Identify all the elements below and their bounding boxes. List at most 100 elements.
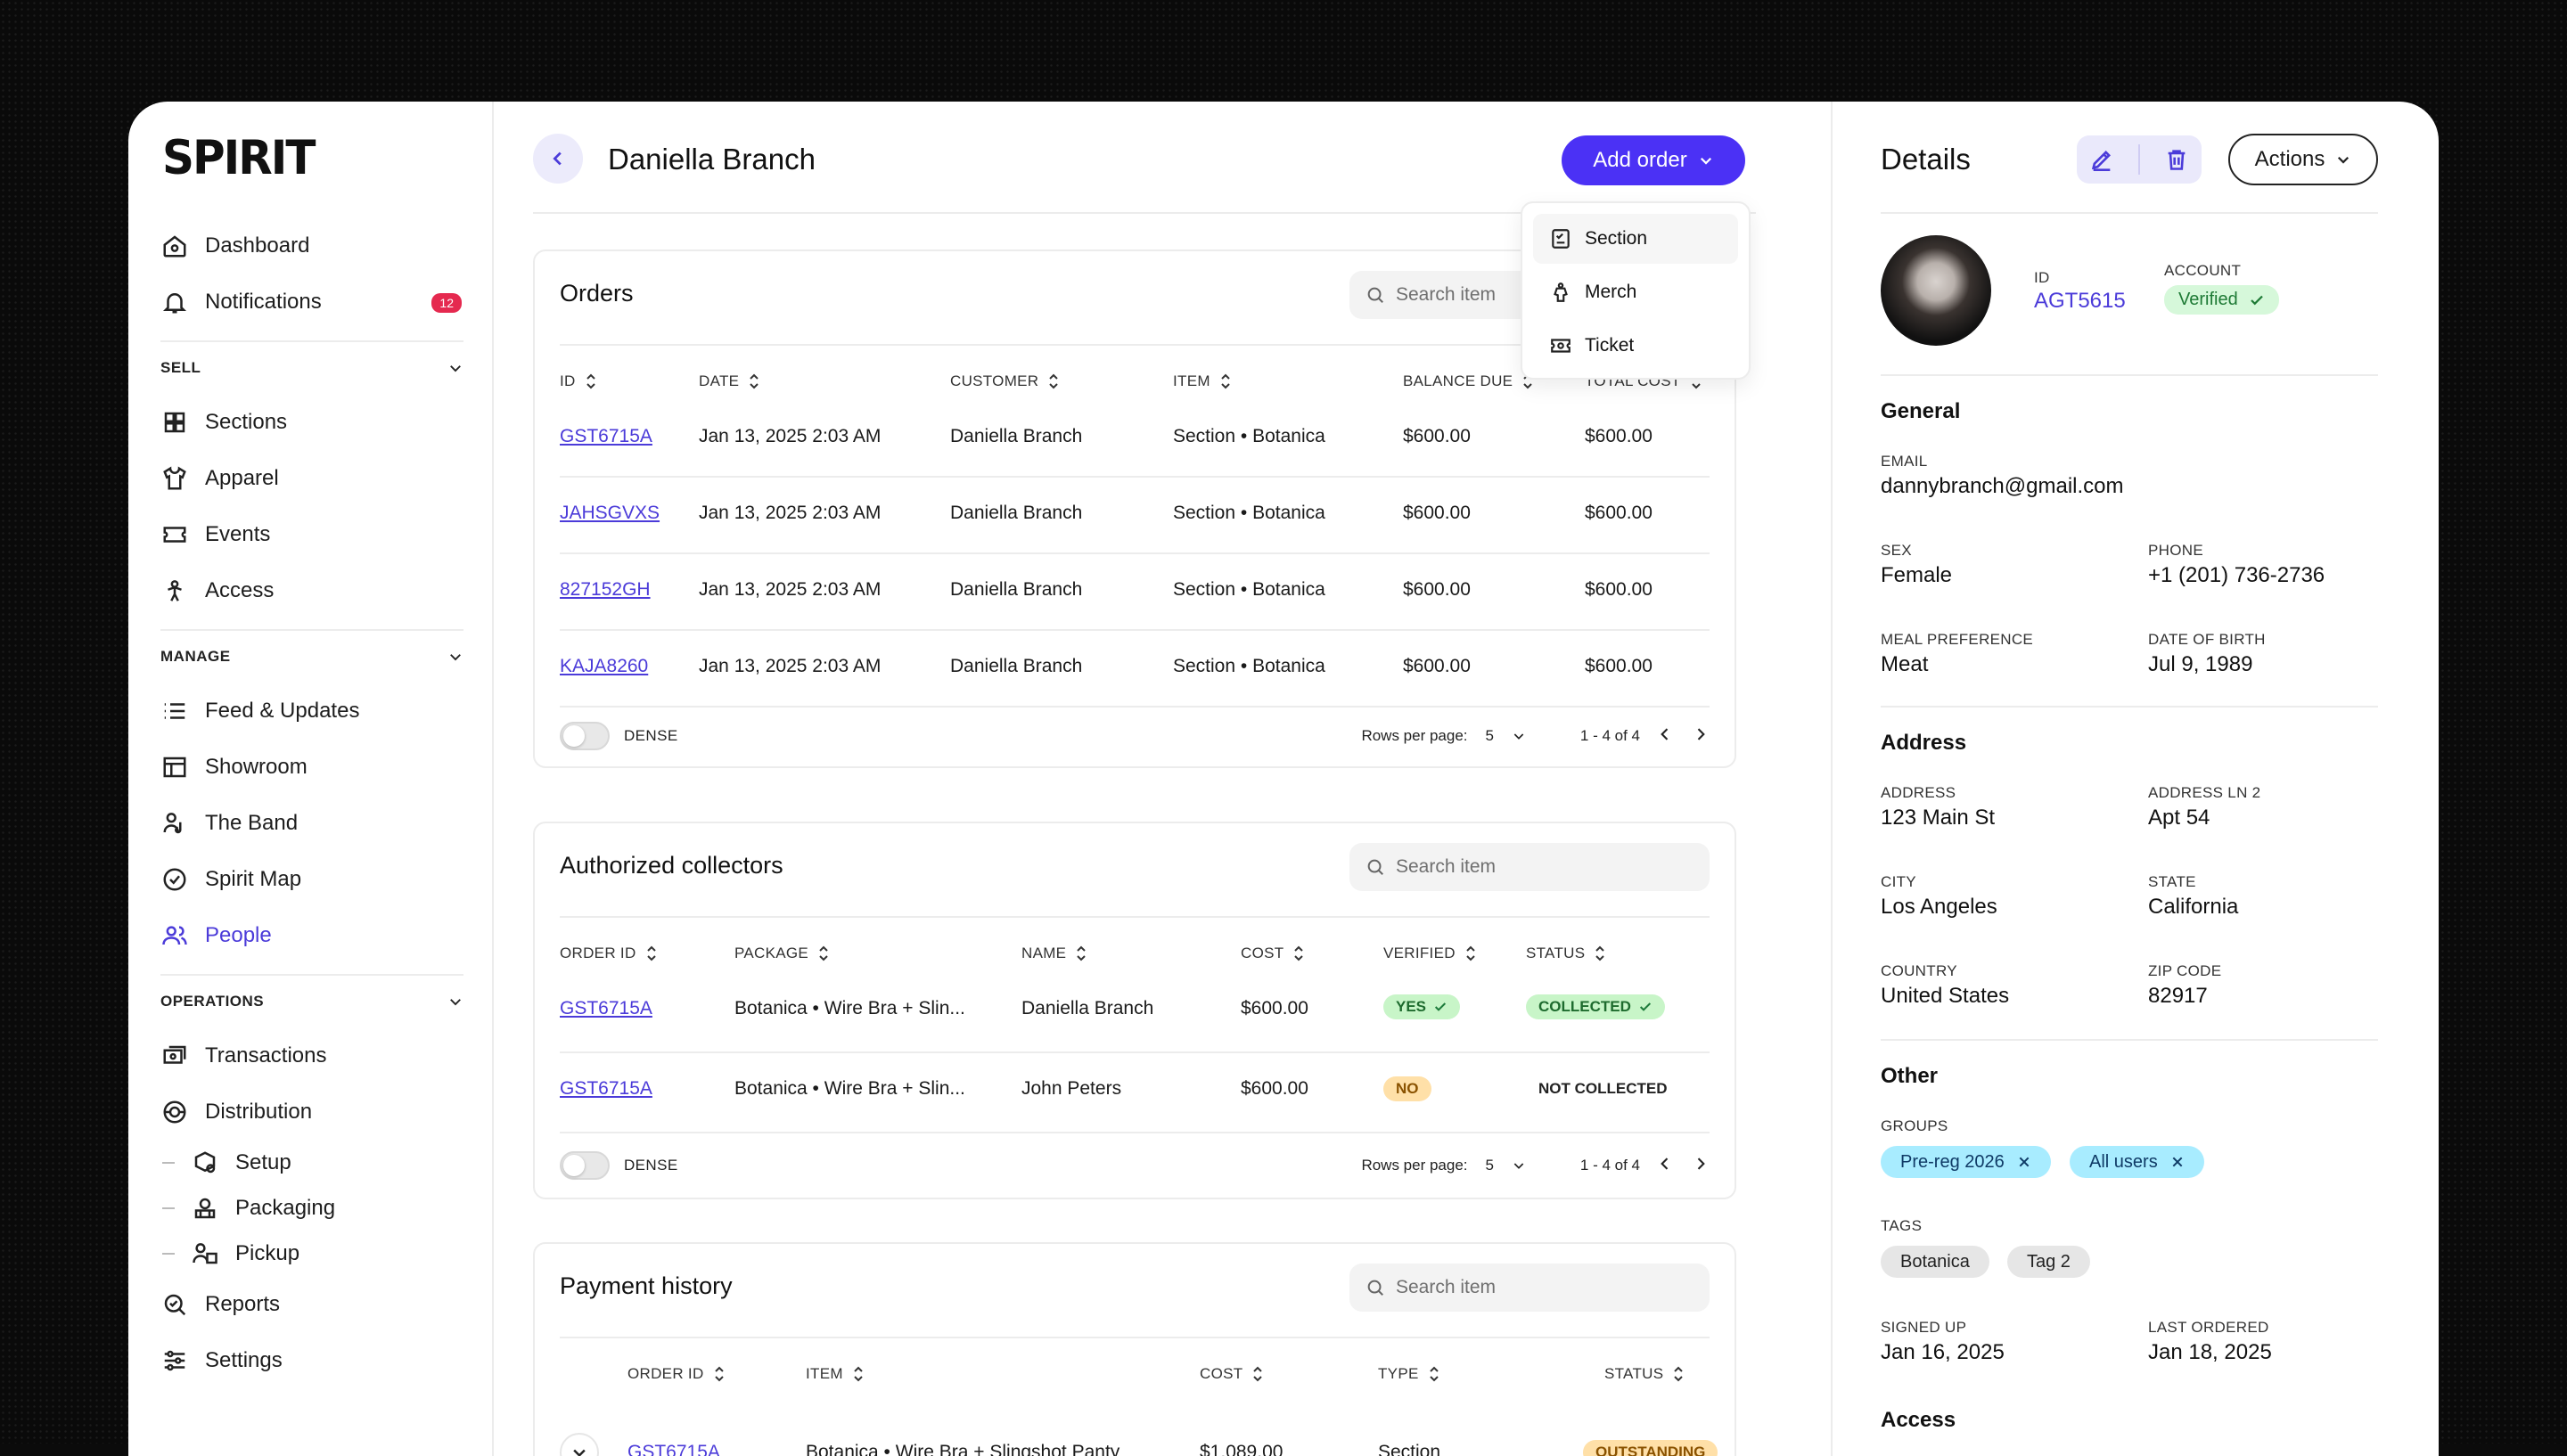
table-row[interactable]: GST6715A Botanica • Wire Bra + Slin... J… [560, 1053, 1710, 1133]
sidebar-item-apparel[interactable]: Apparel [160, 450, 463, 506]
close-icon[interactable] [2017, 1155, 2031, 1169]
column-header[interactable]: CUSTOMER [950, 372, 1060, 390]
edit-icon[interactable] [2089, 147, 2114, 172]
sidebar-item-label: Feed & Updates [205, 698, 360, 723]
sidebar-item-people[interactable]: People [160, 907, 463, 963]
sidebar-item-spirit-map[interactable]: Spirit Map [160, 851, 463, 907]
sidebar-item-dashboard[interactable]: Dashboard [160, 217, 463, 274]
sidebar-item-setup[interactable]: Setup [160, 1140, 463, 1185]
collectors-search-input[interactable]: Search item [1349, 843, 1710, 891]
trash-icon[interactable] [2164, 147, 2189, 172]
menu-item-section[interactable]: Section [1533, 214, 1738, 264]
order-item: Section • Botanica [1173, 656, 1325, 676]
column-label: BALANCE DUE [1403, 372, 1513, 389]
column-header[interactable]: VERIFIED [1383, 945, 1477, 962]
sidebar-item-settings[interactable]: Settings [160, 1332, 463, 1388]
back-button[interactable] [533, 134, 583, 184]
bell-icon [160, 288, 189, 316]
sidebar-item-access[interactable]: Access [160, 562, 463, 618]
section-header-sell[interactable]: SELL [160, 340, 463, 394]
chevron-left-icon[interactable] [1656, 1155, 1674, 1173]
menu-item-merch[interactable]: Merch [1533, 267, 1738, 317]
column-header[interactable]: TYPE [1378, 1365, 1440, 1383]
group-chip[interactable]: Pre-reg 2026 [1881, 1146, 2051, 1178]
chevron-right-icon[interactable] [1692, 1155, 1710, 1173]
table-row[interactable]: GST6715A Jan 13, 2025 2:03 AM Daniella B… [560, 401, 1710, 478]
order-id-link[interactable]: GST6715A [627, 1442, 720, 1456]
sidebar-item-pickup[interactable]: Pickup [160, 1231, 463, 1276]
column-header[interactable]: ITEM [1173, 372, 1232, 390]
sidebar-item-label: Access [205, 577, 275, 602]
expand-row-button[interactable] [560, 1433, 599, 1456]
sidebar-item-packaging[interactable]: Packaging [160, 1185, 463, 1231]
table-row[interactable]: KAJA8260 Jan 13, 2025 2:03 AM Daniella B… [560, 631, 1710, 708]
close-icon[interactable] [2170, 1155, 2185, 1169]
column-header[interactable]: ID [560, 372, 597, 390]
column-header[interactable]: ORDER ID [560, 945, 658, 962]
sidebar-item-reports[interactable]: Reports [160, 1276, 463, 1332]
table-row[interactable]: GST6715A Botanica • Wire Bra + Slingshot… [560, 1411, 1718, 1456]
column-header[interactable]: NAME [1021, 945, 1087, 962]
chevron-left-icon[interactable] [1656, 725, 1674, 743]
address2-value: Apt 54 [2148, 806, 2210, 830]
order-id-link[interactable]: 827152GH [560, 579, 651, 600]
column-header[interactable]: ITEM [806, 1365, 865, 1383]
order-id-link[interactable]: GST6715A [560, 998, 652, 1018]
sidebar-item-events[interactable]: Events [160, 506, 463, 562]
column-header[interactable]: DATE [699, 372, 760, 390]
tag-chip[interactable]: Tag 2 [2007, 1246, 2090, 1278]
column-label: ITEM [806, 1365, 843, 1382]
table-row[interactable]: GST6715A Botanica • Wire Bra + Slin... D… [560, 973, 1710, 1053]
search-placeholder: Search item [1396, 856, 1497, 877]
table-row[interactable]: JAHSGVXS Jan 13, 2025 2:03 AM Daniella B… [560, 478, 1710, 554]
sidebar-item-showroom[interactable]: Showroom [160, 739, 463, 795]
actions-button[interactable]: Actions [2228, 134, 2378, 185]
dense-toggle[interactable] [560, 722, 610, 750]
meal-value: Meat [1881, 652, 1929, 676]
order-id-link[interactable]: JAHSGVXS [560, 503, 660, 523]
collector-name: Daniella Branch [1021, 998, 1154, 1018]
sidebar-item-transactions[interactable]: Transactions [160, 1027, 463, 1084]
section-title: SELL [160, 359, 201, 376]
order-id-link[interactable]: GST6715A [560, 1078, 652, 1099]
column-header[interactable]: COST [1241, 945, 1305, 962]
city-value: Los Angeles [1881, 895, 1997, 919]
payments-search-input[interactable]: Search item [1349, 1264, 1710, 1312]
order-id-link[interactable]: KAJA8260 [560, 656, 649, 676]
sort-icon [819, 945, 828, 961]
add-order-button[interactable]: Add order [1562, 135, 1745, 185]
email-value: dannybranch@gmail.com [1881, 474, 2124, 498]
group-label: All users [2089, 1151, 2158, 1172]
collectors-title: Authorized collectors [560, 852, 783, 879]
ticket-icon [1551, 339, 1571, 353]
group-chip[interactable]: All users [2070, 1146, 2204, 1178]
rows-per-page[interactable]: Rows per page: 5 [1361, 1157, 1526, 1174]
column-header[interactable]: STATUS [1604, 1365, 1685, 1383]
menu-item-ticket[interactable]: Ticket [1533, 321, 1738, 371]
dense-toggle[interactable] [560, 1151, 610, 1180]
verified-badge: YES [1383, 994, 1461, 1019]
table-row[interactable]: 827152GH Jan 13, 2025 2:03 AM Daniella B… [560, 554, 1710, 631]
column-header[interactable]: STATUS [1526, 945, 1606, 962]
spirit-logo[interactable]: SPIRIT [162, 130, 316, 185]
column-header[interactable]: BALANCE DUE [1403, 372, 1534, 390]
rows-per-page[interactable]: Rows per page: 5 [1361, 727, 1526, 745]
sort-icon [1221, 373, 1230, 389]
column-header[interactable]: ORDER ID [627, 1365, 726, 1383]
sidebar-item-the-band[interactable]: The Band [160, 795, 463, 851]
section-header-operations[interactable]: OPERATIONS [160, 974, 463, 1027]
tag-chip[interactable]: Botanica [1881, 1246, 1989, 1278]
sidebar-item-notifications[interactable]: Notifications 12 [160, 274, 463, 330]
sidebar-item-distribution[interactable]: Distribution [160, 1084, 463, 1140]
column-header[interactable]: COST [1200, 1365, 1264, 1383]
column-header[interactable]: PACKAGE [734, 945, 830, 962]
sidebar-item-label: Distribution [205, 1099, 313, 1124]
sidebar-item-feed-updates[interactable]: Feed & Updates [160, 683, 463, 739]
collectors-table-header: ORDER ID PACKAGE NAME COST VERIFIED STAT… [560, 916, 1710, 991]
order-total: $600.00 [1585, 579, 1653, 600]
sidebar-item-sections[interactable]: Sections [160, 394, 463, 450]
order-balance: $600.00 [1403, 503, 1471, 523]
chevron-right-icon[interactable] [1692, 725, 1710, 743]
section-header-manage[interactable]: MANAGE [160, 629, 463, 683]
order-id-link[interactable]: GST6715A [560, 426, 652, 446]
